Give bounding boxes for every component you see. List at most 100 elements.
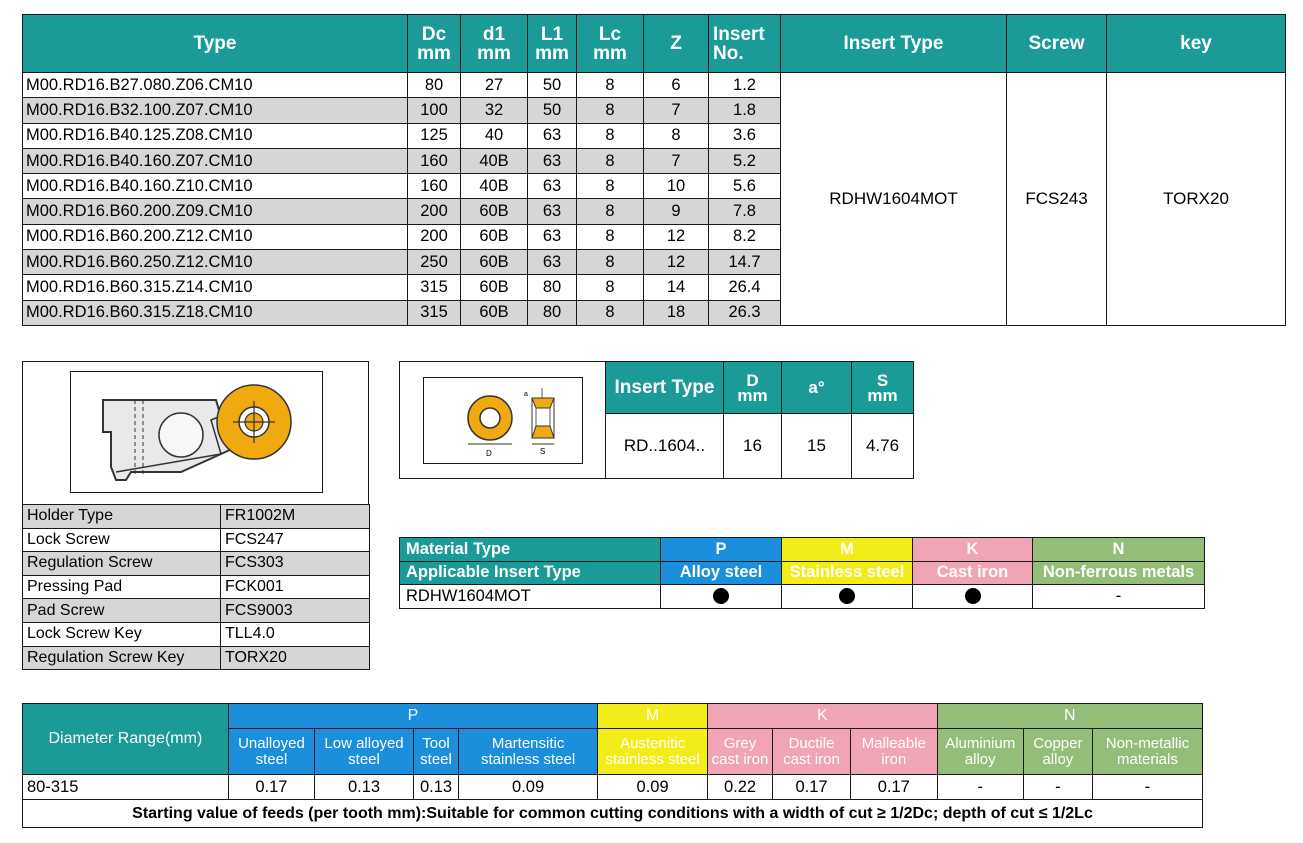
cutter-value-cell: 315 <box>407 299 461 326</box>
holder-part-value: TORX20 <box>220 645 370 671</box>
cutter-value-cell: 250 <box>407 249 461 276</box>
holder-diagram <box>70 371 323 493</box>
cutter-value-cell: 63 <box>527 223 577 251</box>
insert-diagram: D a S <box>422 376 583 464</box>
material-name-m: Stainless steel <box>781 560 913 585</box>
feeds-range: 80-315 <box>22 774 229 800</box>
applicable-insert-label: Applicable Insert Type <box>399 560 661 585</box>
feeds-value: 0.17 <box>227 774 316 800</box>
cutter-value-cell: 8 <box>576 122 644 149</box>
header-screw: Screw <box>1006 14 1107 73</box>
cutter-value-cell: 32 <box>460 97 528 124</box>
feeds-value: 0.13 <box>314 774 414 800</box>
material-group-m: M <box>781 537 913 562</box>
holder-part-value: TLL4.0 <box>220 621 370 647</box>
cutter-value-cell: 6 <box>643 71 709 99</box>
material-group-p: P <box>660 537 782 562</box>
feeds-value: 0.17 <box>771 774 852 800</box>
cutter-value-cell: 8 <box>576 249 644 276</box>
cutter-value-cell: 26.4 <box>708 274 781 301</box>
cutter-value-cell: 5.6 <box>708 173 781 200</box>
header-l1: L1 mm <box>527 14 577 73</box>
material-mark-m <box>781 584 913 609</box>
cutter-value-cell: 7 <box>643 147 709 175</box>
insert-value-d: 16 <box>723 413 782 479</box>
cutter-value-cell: 8 <box>576 274 644 301</box>
cutter-value-cell: 26.3 <box>708 299 781 326</box>
feeds-material-2: Tool steel <box>412 728 460 775</box>
header-dc: Dc mm <box>407 14 461 73</box>
holder-part-row: Pad Screw FCS9003 <box>22 598 370 623</box>
cutter-value-cell: 9 <box>643 198 709 225</box>
cutter-row: M00.RD16.B32.100.Z07.CM10 100 32 50 8 7 1.8 <box>22 97 1286 124</box>
material-group-k: K <box>912 537 1033 562</box>
shared-screw: FCS243 <box>1006 72 1107 326</box>
cutter-value-cell: 63 <box>527 198 577 225</box>
cutter-type-cell: M00.RD16.B60.315.Z18.CM10 <box>22 299 408 326</box>
cutter-value-cell: 50 <box>527 97 577 124</box>
cutter-header-row: Type Dc mm d1 mm L1 mm Lc mm Z Insert No. Ins… <box>22 14 1286 73</box>
cutter-value-cell: 1.8 <box>708 97 781 124</box>
cutter-value-cell: 8 <box>643 122 709 149</box>
feeds-subgroup-row: Unalloyed steel Low alloyed steel Tool steel M… <box>23 728 1204 775</box>
insert-header-type: Insert Type <box>605 361 724 414</box>
header-z: Z <box>643 14 709 73</box>
cutter-value-cell: 160 <box>407 173 461 200</box>
holder-part-row: Lock Screw Key TLL4.0 <box>22 621 370 647</box>
feeds-value: - <box>936 774 1024 800</box>
cutter-value-cell: 8 <box>576 97 644 124</box>
feeds-note: Starting value of feeds (per tooth mm):S… <box>22 799 1203 828</box>
suitable-dot-icon <box>713 588 729 605</box>
cutter-value-cell: 7.8 <box>708 198 781 225</box>
header-key: key <box>1106 14 1286 73</box>
cutter-row: M00.RD16.B40.160.Z10.CM10 160 40B 63 8 10 5.6 <box>22 173 1286 200</box>
material-name-p: Alloy steel <box>660 560 782 585</box>
shared-key: TORX20 <box>1106 72 1286 326</box>
holder-part-label: Regulation Screw Key <box>22 645 221 671</box>
feeds-material-0: Unalloyed steel <box>227 728 316 775</box>
feeds-material-6: Ductile cast iron <box>771 728 852 775</box>
cutter-value-cell: 200 <box>407 223 461 251</box>
cutter-value-cell: 8 <box>576 198 644 225</box>
cutter-row: M00.RD16.B60.250.Z12.CM10 250 60B 63 8 12 14.7 <box>22 249 1286 276</box>
cutter-value-cell: 315 <box>407 274 461 301</box>
cutter-value-cell: 80 <box>407 71 461 99</box>
cutter-value-cell: 100 <box>407 97 461 124</box>
cutter-value-cell: 12 <box>643 223 709 251</box>
holder-part-label: Lock Screw Key <box>22 621 221 647</box>
cutter-row: M00.RD16.B60.200.Z12.CM10 200 60B 63 8 12 8.2 <box>22 223 1286 251</box>
holder-part-label: Pad Screw <box>22 598 221 623</box>
cutter-spec-table: Type Dc mm d1 mm L1 mm Lc mm Z Insert No. Ins… <box>22 14 1286 326</box>
cutter-value-cell: 40B <box>460 147 528 175</box>
header-d1: d1 mm <box>460 14 528 73</box>
feeds-material-1: Low alloyed steel <box>314 728 414 775</box>
holder-part-row: Pressing Pad FCK001 <box>22 574 370 600</box>
cutter-row: M00.RD16.B27.080.Z06.CM10 80 27 50 8 6 1.2 RDHW… <box>22 71 1286 326</box>
insert-s-label: S <box>540 447 545 456</box>
feeds-value-row: 80-315 0.17 0.13 0.13 0.09 0.09 0.22 0.17 0.17- -… <box>22 774 1204 800</box>
cutter-value-cell: 60B <box>460 274 528 301</box>
cutter-value-cell: 60B <box>460 249 528 276</box>
feeds-group-k: K <box>707 703 938 729</box>
cutter-value-cell: 80 <box>527 299 577 326</box>
cutter-row: M00.RD16.B40.125.Z08.CM10 125 40 63 8 8 3.6 <box>22 122 1286 149</box>
diameter-range-label: Diameter Range(mm) <box>22 703 229 775</box>
cutter-value-cell: 8 <box>576 299 644 326</box>
insert-a-label: a <box>524 391 528 398</box>
holder-part-value: FCS247 <box>220 527 370 553</box>
header-lc: Lc mm <box>576 14 644 73</box>
cutter-row: M00.RD16.B60.315.Z14.CM10 315 60B 80 8 14 26.4 <box>22 274 1286 301</box>
cutter-value-cell: 3.6 <box>708 122 781 149</box>
holder-part-label: Holder Type <box>22 504 221 529</box>
holder-part-value: FCK001 <box>220 574 370 600</box>
feeds-value: 0.09 <box>458 774 599 800</box>
holder-part-label: Pressing Pad <box>22 574 221 600</box>
suitable-dot-icon <box>839 588 855 605</box>
cutter-value-cell: 8 <box>576 147 644 175</box>
holder-part-value: FR1002M <box>220 504 370 529</box>
feeds-group-n: N <box>936 703 1203 729</box>
cutter-value-cell: 63 <box>527 122 577 149</box>
feeds-value: - <box>1022 774 1093 800</box>
cutter-type-cell: M00.RD16.B40.125.Z08.CM10 <box>22 122 408 149</box>
